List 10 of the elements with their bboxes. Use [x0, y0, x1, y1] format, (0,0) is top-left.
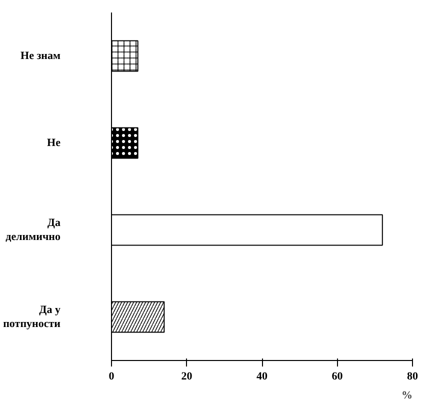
x-tick-label: 0	[108, 370, 115, 382]
y-tick-label: Да у потпуности	[3, 304, 62, 330]
x-axis-title: %	[402, 390, 412, 402]
x-tick-label: 80	[407, 370, 418, 382]
y-tick-label: Не знам	[20, 50, 62, 62]
y-tick-label: Да делимично	[6, 216, 61, 244]
x-tick-label: 40	[256, 370, 268, 382]
y-tick-label: Не	[47, 137, 61, 149]
x-tick-label: 20	[181, 370, 193, 382]
x-tick-label: 60	[332, 370, 344, 382]
